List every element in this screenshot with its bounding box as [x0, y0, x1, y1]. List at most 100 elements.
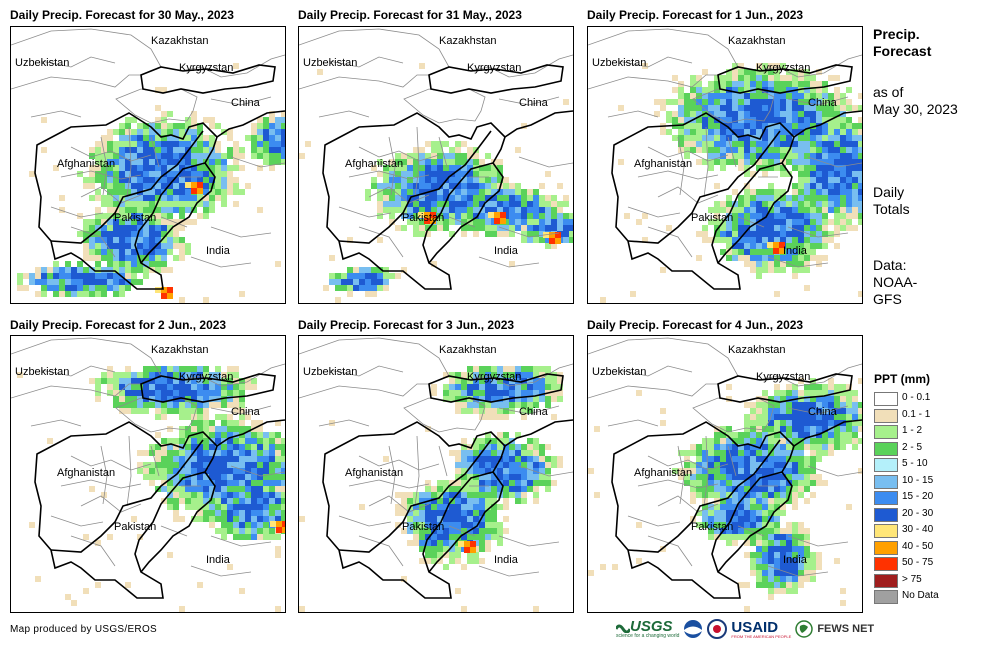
credit-text: Map produced by USGS/EROS [10, 624, 158, 635]
usgs-wave-icon [616, 624, 630, 633]
country-label: Pakistan [402, 521, 444, 533]
data-line: Data: [873, 257, 907, 273]
legend-swatch [874, 557, 898, 571]
country-label: Pakistan [402, 212, 444, 224]
precip-raster [299, 63, 573, 303]
dhs-seal-icon [707, 619, 728, 639]
country-label: Pakistan [114, 521, 156, 533]
precip-raster [17, 63, 285, 303]
legend-label: 10 - 15 [902, 474, 934, 486]
country-label: Kazakhstan [151, 35, 208, 47]
legend-swatch [874, 540, 898, 555]
forecast-map: Kazakhstan Uzbekistan Kyrgyzstan China Afgha… [587, 26, 863, 304]
panel-title: Daily Precip. Forecast for 4 Jun., 2023 [587, 318, 804, 332]
country-label: China [808, 406, 838, 418]
legend-swatch [874, 573, 898, 588]
country-label: Afghanistan [57, 467, 115, 479]
country-borders [34, 373, 285, 599]
data-source-note: Data: NOAA- GFS [873, 257, 917, 308]
daily-line: Totals [873, 201, 910, 217]
legend-swatch [874, 474, 898, 489]
daily-totals-note: Daily Totals [873, 184, 910, 218]
side-heading-line: Precip. [873, 26, 920, 42]
panel-title: Daily Precip. Forecast for 1 Jun., 2023 [587, 8, 804, 22]
precip-raster [299, 366, 563, 612]
legend-swatch [874, 441, 898, 456]
noaa-logo-icon [684, 620, 703, 638]
as-of-date: as of May 30, 2023 [873, 84, 958, 118]
country-label: Kazakhstan [728, 344, 785, 356]
as-of-value: May 30, 2023 [873, 101, 958, 117]
country-label: China [231, 406, 261, 418]
country-label: Kazakhstan [728, 35, 785, 47]
usaid-logo: USAID FROM THE AMERICAN PEOPLE [731, 620, 791, 639]
as-of-label: as of [873, 84, 904, 100]
legend-label: 2 - 5 [902, 441, 923, 453]
forecast-map: Kazakhstan Uzbekistan Kyrgyzstan China Afgha… [298, 26, 574, 304]
legend-label: 40 - 50 [902, 540, 934, 552]
map-canvas: Kazakhstan Uzbekistan Kyrgyzstan China Afgha… [588, 337, 862, 612]
map-canvas: Kazakhstan Uzbekistan Kyrgyzstan China Afgha… [11, 337, 285, 612]
country-label: Afghanistan [345, 467, 403, 479]
legend-swatch [874, 491, 898, 505]
country-borders [34, 64, 285, 290]
country-label: Kazakhstan [151, 344, 208, 356]
map-canvas: Kazakhstan Uzbekistan Kyrgyzstan China Afgha… [588, 28, 862, 303]
country-label: China [519, 97, 549, 109]
legend-label: 20 - 30 [902, 507, 934, 519]
country-label: China [231, 97, 261, 109]
panel-title: Daily Precip. Forecast for 2 Jun., 2023 [10, 318, 227, 332]
legend-label: 0.1 - 1 [902, 408, 931, 420]
country-label: Kazakhstan [439, 35, 496, 47]
legend-label: 0 - 0.1 [902, 392, 931, 403]
fewsnet-wordmark: FEWS NET [817, 623, 875, 635]
legend-title: PPT (mm) [874, 372, 931, 386]
country-label: Kyrgyzstan [179, 371, 233, 383]
daily-line: Daily [873, 184, 905, 200]
country-borders [322, 373, 573, 599]
country-label: Uzbekistan [592, 366, 646, 378]
forecast-map: Kazakhstan Uzbekistan Kyrgyzstan China Afgha… [298, 335, 574, 613]
country-label: Uzbekistan [15, 366, 69, 378]
map-canvas: Kazakhstan Uzbekistan Kyrgyzstan China Afgha… [299, 28, 573, 303]
usaid-tagline: FROM THE AMERICAN PEOPLE [731, 633, 792, 639]
country-label: Kyrgyzstan [467, 62, 521, 74]
legend-label: No Data [902, 590, 939, 601]
country-label: Uzbekistan [592, 57, 646, 69]
fewsnet-globe-icon [795, 620, 814, 638]
country-label: India [206, 554, 231, 566]
country-label: Kyrgyzstan [179, 62, 233, 74]
country-label: India [206, 245, 231, 257]
usgs-wordmark: USGS [630, 618, 673, 635]
admin-boundaries [588, 28, 862, 268]
country-label: China [519, 406, 549, 418]
side-heading: Precip. Forecast [873, 26, 931, 60]
legend-swatch [874, 590, 898, 604]
forecast-map: Kazakhstan Uzbekistan Kyrgyzstan China Afgha… [10, 26, 286, 304]
map-canvas: Kazakhstan Uzbekistan Kyrgyzstan China Afgha… [11, 28, 285, 303]
country-label: China [808, 97, 838, 109]
country-label: Kyrgyzstan [756, 371, 810, 383]
legend-swatch [874, 392, 898, 406]
country-label: Afghanistan [345, 158, 403, 170]
country-borders [611, 64, 862, 290]
legend-swatch [874, 408, 898, 423]
forecast-map: Kazakhstan Uzbekistan Kyrgyzstan China Afgha… [587, 335, 863, 613]
usaid-wordmark: USAID [731, 618, 779, 636]
data-line: NOAA- [873, 274, 918, 290]
country-label: India [494, 245, 519, 257]
country-label: Kyrgyzstan [467, 371, 521, 383]
legend-swatch [874, 425, 898, 439]
legend-swatch [874, 524, 898, 538]
logo-strip: USGS science for a changing world USAID … [616, 616, 874, 642]
country-label: Afghanistan [57, 158, 115, 170]
country-label: Uzbekistan [303, 366, 357, 378]
legend-label: 1 - 2 [902, 425, 923, 436]
country-label: Kyrgyzstan [756, 62, 810, 74]
country-label: Pakistan [691, 521, 733, 533]
legend-label: 15 - 20 [902, 491, 934, 502]
legend-swatch [874, 458, 898, 472]
forecast-map: Kazakhstan Uzbekistan Kyrgyzstan China Afgha… [10, 335, 286, 613]
data-line: GFS [873, 291, 902, 307]
country-borders [322, 64, 573, 290]
